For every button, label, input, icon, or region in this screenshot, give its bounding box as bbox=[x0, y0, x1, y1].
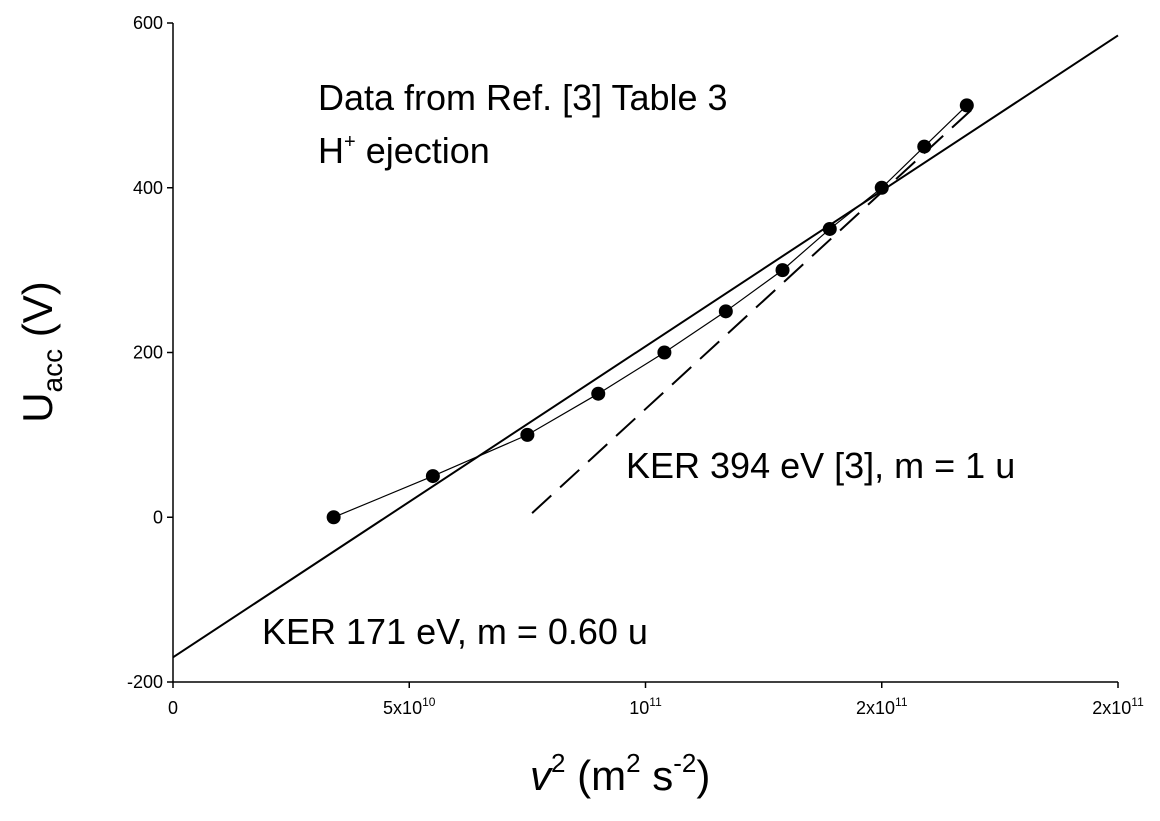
x-tick-label: 1011 bbox=[629, 695, 662, 718]
annotation-ion-sup: + bbox=[344, 131, 356, 153]
x-axis-title-var-sup: 2 bbox=[551, 748, 565, 778]
y-tick-label: 0 bbox=[153, 507, 163, 527]
x-tick-label: 2x1011 bbox=[1092, 695, 1144, 718]
x-tick-label-exponent: 11 bbox=[1131, 695, 1144, 709]
annotation-ion-base: H bbox=[318, 130, 344, 171]
y-tick-label: 400 bbox=[133, 178, 163, 198]
data-point bbox=[775, 263, 790, 278]
annotation-dashed-fit: KER 394 eV [3], m = 1 u bbox=[626, 445, 1015, 486]
data-point bbox=[718, 304, 733, 319]
y-axis-title-base: U bbox=[14, 392, 61, 422]
x-tick-label-base: 2x10 bbox=[856, 698, 895, 718]
annotation-solid-fit: KER 171 eV, m = 0.60 u bbox=[262, 611, 648, 652]
dashed-fit-line bbox=[531, 104, 977, 514]
data-point bbox=[326, 510, 341, 525]
x-tick-label: 5x1010 bbox=[383, 695, 436, 718]
y-axis-title: Uacc (V) bbox=[14, 281, 68, 423]
x-tick-label-exponent: 11 bbox=[895, 695, 908, 709]
y-tick-label: -200 bbox=[127, 672, 163, 692]
data-point bbox=[959, 98, 974, 113]
x-axis-title-unit-sup1: 2 bbox=[626, 748, 640, 778]
data-point bbox=[425, 469, 440, 484]
x-tick-label: 0 bbox=[168, 698, 178, 718]
x-tick-label-base: 10 bbox=[629, 698, 649, 718]
x-tick-label: 2x1011 bbox=[856, 695, 908, 718]
x-axis-title-unit-open: (m bbox=[565, 752, 626, 799]
plot-frame bbox=[172, 23, 1118, 683]
x-axis-title: v2 (m2 s-2) bbox=[530, 748, 710, 799]
y-tick-label: 600 bbox=[133, 13, 163, 33]
x-axis-title-unit-close: ) bbox=[696, 752, 710, 799]
annotation-ion: H+ ejection bbox=[318, 130, 490, 171]
y-ticks: -200 0 200 400 600 bbox=[127, 13, 173, 692]
x-axis-title-var: v bbox=[530, 752, 554, 799]
data-point bbox=[520, 427, 535, 442]
data-point bbox=[822, 221, 837, 236]
y-axis-title-sub: acc bbox=[37, 349, 68, 393]
x-tick-label-base: 0 bbox=[168, 698, 178, 718]
data-point bbox=[917, 139, 932, 154]
x-axis-title-unit-sup2: -2 bbox=[673, 748, 696, 778]
annotation-source: Data from Ref. [3] Table 3 bbox=[318, 77, 728, 118]
annotation-ion-rest: ejection bbox=[356, 130, 490, 171]
x-tick-label-base: 5x10 bbox=[383, 698, 422, 718]
y-axis-title-rest: (V) bbox=[14, 281, 61, 349]
data-point bbox=[874, 180, 889, 195]
data-point bbox=[657, 345, 672, 360]
x-tick-label-exponent: 11 bbox=[649, 695, 662, 709]
x-axis-title-unit-mid: s bbox=[641, 752, 674, 799]
y-tick-label: 200 bbox=[133, 343, 163, 363]
x-tick-label-exponent: 10 bbox=[422, 695, 436, 709]
series-layer bbox=[172, 34, 1119, 659]
solid-fit-line bbox=[172, 34, 1119, 659]
x-tick-label-base: 2x10 bbox=[1092, 698, 1131, 718]
data-point bbox=[591, 386, 606, 401]
x-ticks: 0 5x1010 1011 2x1011 2x1011 bbox=[168, 682, 1144, 718]
